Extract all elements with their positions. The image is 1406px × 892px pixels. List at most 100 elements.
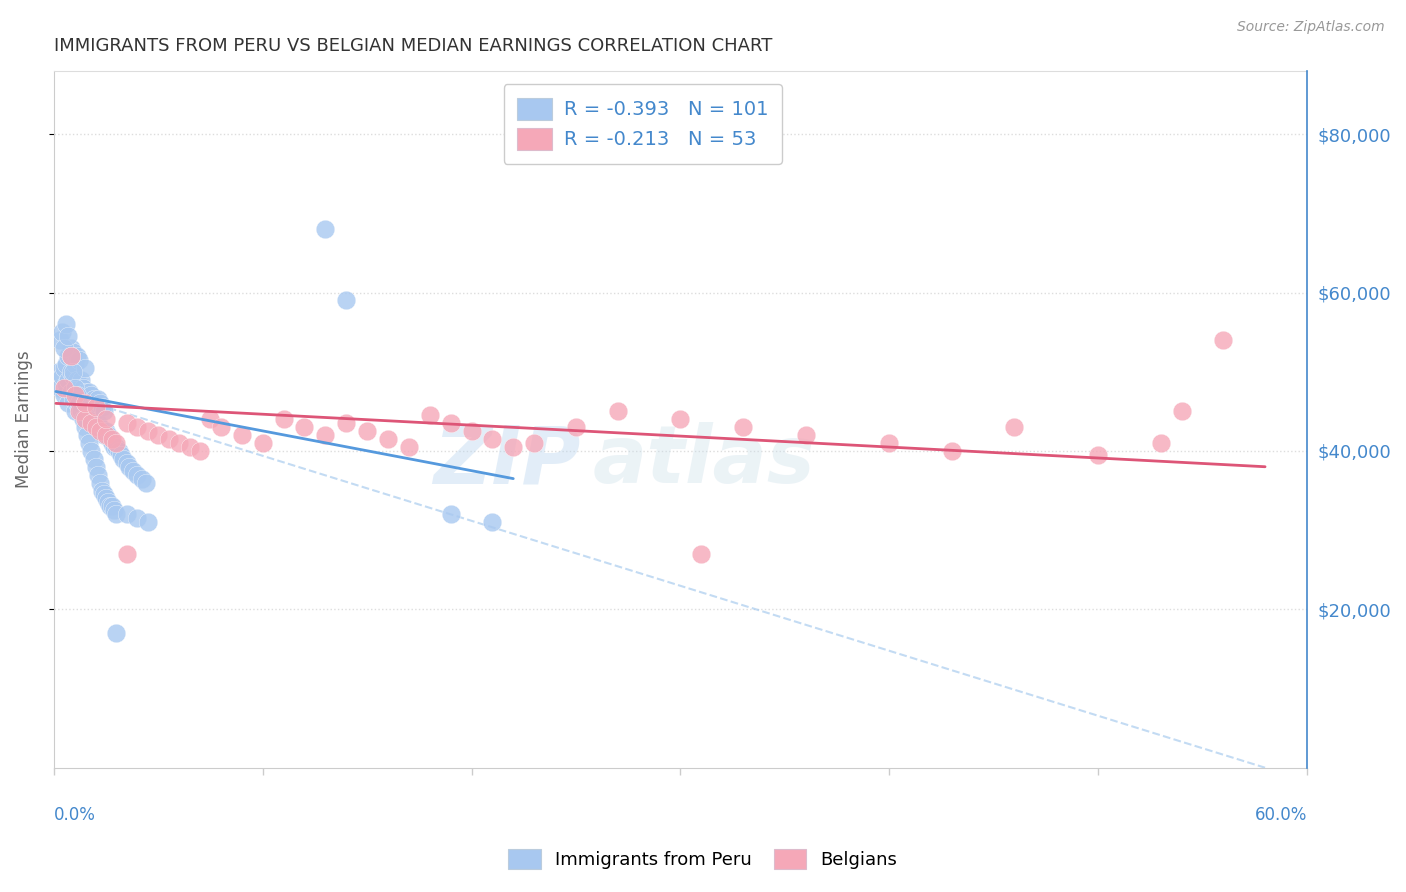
Point [105, 436, 128, 450]
Point [66, 388, 89, 402]
Point [86, 467, 108, 482]
Point [93, 487, 115, 501]
Point [89, 396, 111, 410]
Point [46, 365, 69, 379]
Point [231, 428, 253, 442]
Point [439, 508, 461, 522]
Point [59, 341, 82, 355]
Point [75, 396, 97, 410]
Point [122, 464, 145, 478]
Point [76, 388, 98, 402]
Point [502, 440, 524, 454]
Point [209, 420, 232, 434]
Point [86, 416, 108, 430]
Point [101, 432, 124, 446]
Point [89, 475, 111, 490]
Point [115, 416, 138, 430]
Point [90, 483, 112, 498]
Point [273, 412, 295, 426]
Point [75, 420, 97, 434]
Point [53, 388, 76, 402]
Point [53, 341, 76, 355]
Point [67, 401, 90, 415]
Point [89, 424, 111, 438]
Point [481, 432, 503, 446]
Point [1212, 333, 1234, 347]
Point [101, 436, 124, 450]
Point [731, 420, 754, 434]
Point [101, 500, 124, 514]
Point [83, 451, 105, 466]
Point [103, 503, 125, 517]
Point [70, 404, 93, 418]
Point [63, 404, 86, 418]
Point [75, 412, 97, 426]
Point [67, 396, 90, 410]
Point [356, 424, 378, 438]
Point [98, 432, 121, 446]
Point [84, 420, 107, 434]
Point [115, 456, 138, 470]
Point [79, 409, 101, 423]
Point [53, 360, 76, 375]
Y-axis label: Median Earnings: Median Earnings [15, 351, 32, 488]
Point [59, 365, 82, 379]
Point [105, 626, 128, 640]
Point [84, 420, 107, 434]
Point [75, 360, 97, 375]
Point [63, 388, 86, 402]
Point [179, 440, 201, 454]
Point [93, 428, 115, 442]
Point [118, 459, 141, 474]
Point [335, 416, 357, 430]
Point [67, 404, 90, 418]
Point [127, 511, 149, 525]
Point [62, 365, 84, 379]
Point [90, 424, 112, 438]
Point [98, 500, 121, 514]
Legend: R = -0.393   N = 101, R = -0.213   N = 53: R = -0.393 N = 101, R = -0.213 N = 53 [503, 84, 782, 164]
Text: Source: ZipAtlas.com: Source: ZipAtlas.com [1237, 20, 1385, 34]
Point [55, 376, 77, 391]
Point [80, 416, 103, 430]
Point [127, 467, 149, 482]
Text: IMMIGRANTS FROM PERU VS BELGIAN MEDIAN EARNINGS CORRELATION CHART: IMMIGRANTS FROM PERU VS BELGIAN MEDIAN E… [53, 37, 772, 55]
Point [63, 357, 86, 371]
Point [59, 349, 82, 363]
Point [76, 428, 98, 442]
Point [72, 404, 94, 418]
Point [877, 436, 900, 450]
Point [335, 293, 357, 308]
Point [690, 547, 713, 561]
Legend: Immigrants from Peru, Belgians: Immigrants from Peru, Belgians [499, 839, 907, 879]
Point [481, 515, 503, 529]
Point [83, 392, 105, 407]
Point [93, 404, 115, 418]
Point [94, 428, 117, 442]
Point [58, 349, 80, 363]
Point [66, 373, 89, 387]
Point [1149, 436, 1171, 450]
Point [105, 508, 128, 522]
Point [63, 380, 86, 394]
Point [127, 420, 149, 434]
Point [59, 349, 82, 363]
Point [86, 392, 108, 407]
Point [200, 412, 222, 426]
Point [62, 392, 84, 407]
Point [157, 432, 180, 446]
Point [62, 345, 84, 359]
Point [136, 424, 159, 438]
Point [58, 329, 80, 343]
Point [523, 436, 546, 450]
Point [67, 352, 90, 367]
Point [115, 547, 138, 561]
Point [67, 376, 90, 391]
Point [439, 416, 461, 430]
Point [794, 428, 817, 442]
Point [115, 508, 138, 522]
Point [89, 420, 111, 434]
Point [76, 412, 98, 426]
Point [79, 384, 101, 399]
Point [94, 412, 117, 426]
